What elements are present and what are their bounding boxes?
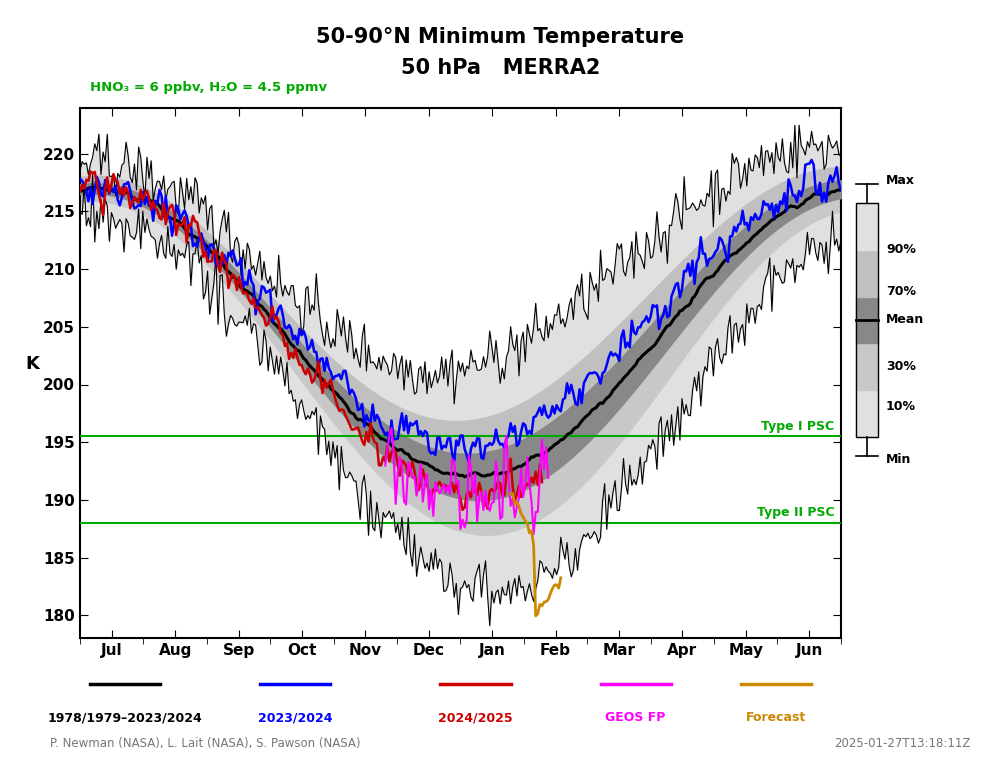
Text: 10%: 10% (886, 400, 916, 413)
Text: 30%: 30% (886, 360, 916, 373)
Text: Max: Max (886, 174, 915, 187)
Text: Mean: Mean (886, 314, 924, 326)
Text: 2025-01-27T13:18:11Z: 2025-01-27T13:18:11Z (835, 737, 971, 750)
Text: Forecast: Forecast (746, 711, 806, 724)
Text: 2024/2025: 2024/2025 (438, 711, 513, 724)
Text: HNO₃ = 6 ppbv, H₂O = 4.5 ppmv: HNO₃ = 6 ppbv, H₂O = 4.5 ppmv (90, 81, 327, 94)
Text: Type I PSC: Type I PSC (762, 420, 835, 433)
Y-axis label: K: K (25, 355, 39, 373)
Text: 2023/2024: 2023/2024 (258, 711, 332, 724)
Text: 70%: 70% (886, 285, 916, 298)
Text: 50-90°N Minimum Temperature: 50-90°N Minimum Temperature (316, 27, 685, 47)
Text: 1978/1979–2023/2024: 1978/1979–2023/2024 (48, 711, 202, 724)
Text: 90%: 90% (886, 243, 916, 256)
Text: GEOS FP: GEOS FP (606, 711, 666, 724)
Text: 50 hPa   MERRA2: 50 hPa MERRA2 (400, 58, 601, 78)
Text: Type II PSC: Type II PSC (757, 507, 835, 520)
Text: Min: Min (886, 453, 911, 466)
Text: P. Newman (NASA), L. Lait (NASA), S. Pawson (NASA): P. Newman (NASA), L. Lait (NASA), S. Paw… (50, 737, 360, 750)
